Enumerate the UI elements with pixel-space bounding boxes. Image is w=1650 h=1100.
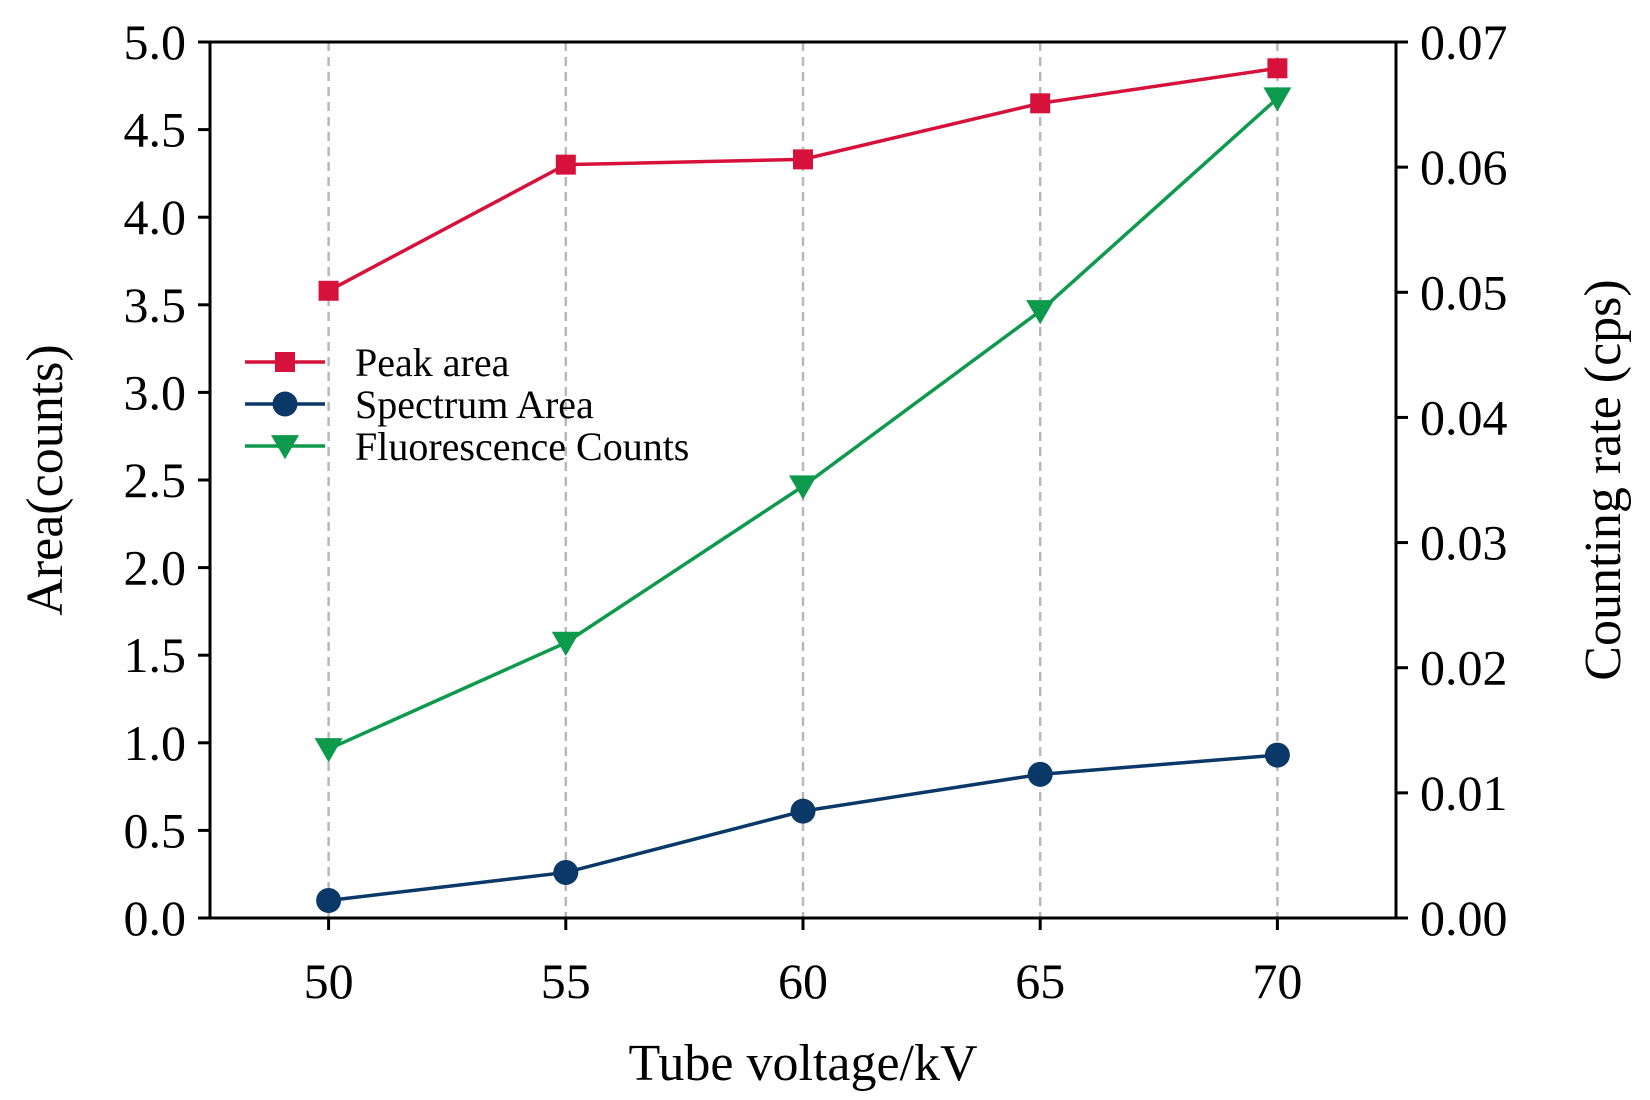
data-point-1-0 — [316, 887, 342, 913]
data-point-2-0 — [314, 738, 343, 763]
right-y-tick-label: 0.03 — [1420, 515, 1508, 571]
right-y-tick-label: 0.06 — [1420, 139, 1508, 195]
data-point-1-3 — [1027, 761, 1053, 787]
data-point-2-2 — [789, 475, 817, 500]
left-y-tick-label: 3.5 — [124, 277, 187, 333]
right-y-tick-label: 0.07 — [1420, 14, 1508, 70]
data-point-1-4 — [1264, 742, 1290, 768]
right-y-tick-label: 0.00 — [1420, 890, 1508, 946]
series-layer — [314, 58, 1292, 913]
left-y-tick-label: 3.0 — [124, 364, 187, 420]
legend-label-0: Peak area — [355, 340, 510, 385]
data-point-0-4 — [1267, 58, 1288, 79]
right-y-axis-title: Counting rate (cps) — [1575, 279, 1632, 680]
data-point-1-1 — [553, 859, 579, 885]
right-y-tick-label: 0.04 — [1420, 389, 1508, 445]
x-tick-label: 55 — [541, 953, 591, 1009]
left-y-axis-title: Area(counts) — [17, 344, 74, 615]
left-y-tick-label: 1.5 — [124, 627, 187, 683]
right-y-tick-label: 0.01 — [1420, 765, 1508, 821]
data-point-2-3 — [1026, 300, 1055, 325]
left-y-tick-label: 2.5 — [124, 452, 187, 508]
left-y-tick-label: 4.5 — [124, 102, 187, 158]
data-point-1-2 — [790, 798, 816, 824]
legend-label-1: Spectrum Area — [355, 382, 594, 427]
legend-marker-2 — [271, 435, 299, 460]
legend-marker-0 — [275, 352, 295, 372]
data-point-0-2 — [793, 149, 813, 170]
left-y-tick-label: 2.0 — [124, 540, 187, 596]
x-tick-label: 65 — [1015, 953, 1065, 1009]
data-point-0-3 — [1030, 93, 1051, 114]
left-y-tick-label: 5.0 — [124, 14, 187, 70]
right-y-tick-label: 0.05 — [1420, 264, 1508, 320]
legend-marker-1 — [272, 391, 298, 417]
x-axis: 50 55 60 65 70 — [304, 918, 1302, 1009]
data-point-0-0 — [318, 280, 339, 301]
right-y-axis: 0.00 0.01 0.02 0.03 0.04 0.05 0.06 0.07 — [1396, 14, 1508, 946]
left-y-tick-label: 0.0 — [124, 890, 187, 946]
left-y-tick-label: 0.5 — [124, 802, 187, 858]
left-y-tick-label: 4.0 — [124, 189, 187, 245]
left-y-axis: 0.0 0.5 1.0 1.5 2.0 2.5 3.0 3.5 4.0 4.5 5.0 — [124, 14, 210, 946]
right-y-tick-label: 0.02 — [1420, 640, 1508, 696]
data-point-2-4 — [1263, 87, 1292, 112]
left-y-tick-label: 1.0 — [124, 715, 187, 771]
legend-label-2: Fluorescence Counts — [355, 424, 689, 469]
x-tick-label: 70 — [1252, 953, 1302, 1009]
x-axis-title: Tube voltage/kV — [628, 1035, 977, 1092]
data-point-2-1 — [551, 631, 580, 656]
x-tick-label: 50 — [304, 953, 354, 1009]
x-tick-label: 60 — [778, 953, 828, 1009]
data-point-0-1 — [555, 154, 576, 175]
